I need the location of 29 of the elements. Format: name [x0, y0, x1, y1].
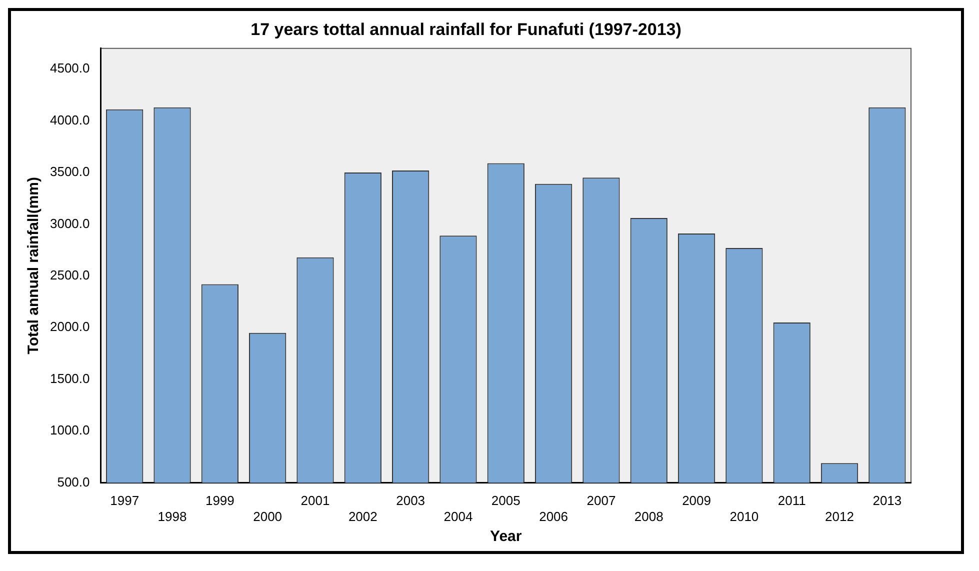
y-tick-label: 1000.0 [50, 422, 90, 438]
y-tick-label: 4500.0 [50, 60, 90, 76]
x-tick-label: 2002 [348, 508, 378, 524]
y-tick-label: 4000.0 [50, 112, 90, 128]
x-tick-label: 2001 [300, 493, 330, 508]
x-tick-label: 2010 [730, 508, 759, 524]
chart-title: 17 years tottal annual rainfall for Funafuti (1997-2013) [250, 20, 682, 39]
x-tick-label: 1997 [110, 493, 140, 508]
x-tick-label: 2013 [872, 493, 902, 508]
x-tick-label: 2004 [444, 508, 473, 524]
x-tick-label: 2000 [253, 508, 282, 524]
x-axis-title: Year [490, 528, 522, 546]
x-tick-label: 1999 [205, 493, 234, 508]
y-tick-label: 2000.0 [50, 319, 90, 334]
x-tick-label: 2005 [491, 493, 520, 508]
y-tick-label: 1500.0 [50, 370, 90, 386]
x-tick-label: 2008 [634, 508, 664, 524]
x-tick-label: 2011 [778, 493, 806, 508]
x-tick-label: 2006 [539, 508, 568, 524]
y-axis-title: Total annual rainfall(mm) [25, 176, 42, 354]
y-tick-label: 2500.0 [50, 268, 90, 283]
y-tick-label: 3000.0 [50, 216, 90, 231]
y-tick-label: 3500.0 [50, 164, 90, 180]
x-tick-label: 2012 [825, 508, 854, 524]
x-tick-label: 2003 [396, 493, 426, 508]
x-tick-label: 2007 [586, 493, 616, 508]
x-tick-label: 2009 [682, 493, 711, 508]
x-tick-label: 1998 [158, 508, 187, 524]
y-tick-label: 500.0 [57, 474, 90, 490]
